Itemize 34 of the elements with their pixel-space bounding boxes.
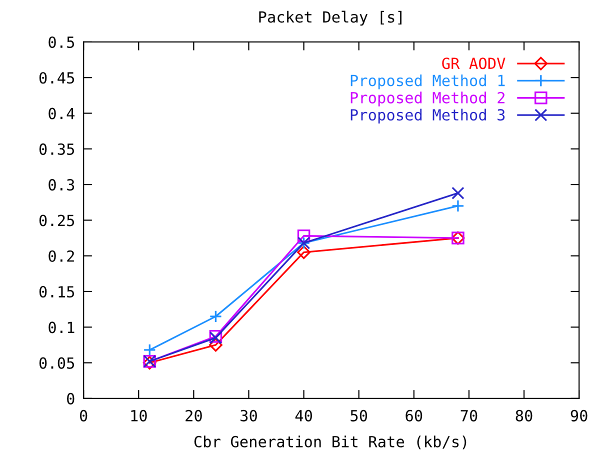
- y-tick-label: 0.5: [48, 36, 74, 48]
- legend-label: GR AODV: [442, 58, 506, 70]
- x-tick-label: 80: [516, 410, 532, 422]
- y-tick-label: 0.35: [39, 143, 74, 155]
- x-tick-label: 60: [406, 410, 422, 422]
- chart-title: Packet Delay [s]: [259, 10, 402, 26]
- legend-label: Proposed Method 1: [350, 74, 505, 90]
- x-tick-label: 20: [186, 410, 202, 422]
- point: [452, 186, 464, 200]
- x-tick-label: 40: [295, 410, 312, 422]
- y-tick-label: 0.2: [48, 250, 74, 262]
- y-tick-label: 0.25: [39, 214, 74, 226]
- x-tick-label: 70: [460, 410, 478, 422]
- y-tick-label: 0: [67, 392, 74, 404]
- x-axis-title: Cbr Generation Bit Rate (kb/s): [194, 436, 466, 450]
- point: [143, 344, 156, 356]
- point: [452, 200, 464, 212]
- point: [297, 246, 311, 259]
- y-tick-label: 0.1: [48, 322, 74, 334]
- point: [297, 229, 310, 242]
- y-tick-label: 0.05: [39, 357, 74, 369]
- point: [208, 338, 222, 352]
- point: [209, 310, 222, 323]
- x-tick-label: 50: [350, 410, 368, 422]
- y-tick-label: 0.15: [39, 286, 74, 298]
- x-tick-label: 30: [240, 410, 257, 422]
- y-tick-label: 0.4: [48, 108, 75, 120]
- legend-label: Proposed Method 2: [350, 92, 504, 106]
- x-tick-label: 90: [570, 410, 588, 422]
- y-tick-label: 0.45: [39, 72, 74, 84]
- legend-label: Proposed Method 3: [350, 108, 505, 124]
- y-tick-label: 0.3: [48, 179, 74, 191]
- x-tick-label: 10: [131, 410, 147, 422]
- x-tick-label: 0: [80, 410, 88, 422]
